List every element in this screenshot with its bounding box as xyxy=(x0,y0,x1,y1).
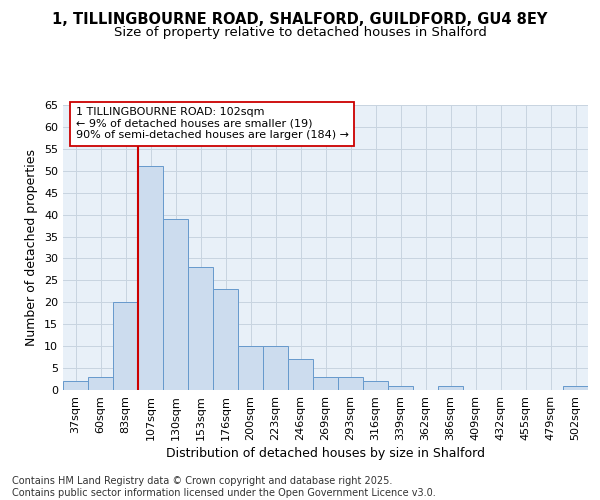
Bar xyxy=(263,346,288,390)
Y-axis label: Number of detached properties: Number of detached properties xyxy=(25,149,38,346)
Text: Contains HM Land Registry data © Crown copyright and database right 2025.
Contai: Contains HM Land Registry data © Crown c… xyxy=(12,476,436,498)
Text: Size of property relative to detached houses in Shalford: Size of property relative to detached ho… xyxy=(113,26,487,39)
Bar xyxy=(88,377,113,390)
Bar xyxy=(388,386,413,390)
Bar xyxy=(338,377,363,390)
Bar xyxy=(363,381,388,390)
Bar xyxy=(563,386,588,390)
Bar xyxy=(138,166,163,390)
Bar xyxy=(213,289,238,390)
Bar xyxy=(63,381,88,390)
Bar xyxy=(163,219,188,390)
Bar xyxy=(438,386,463,390)
Text: 1 TILLINGBOURNE ROAD: 102sqm
← 9% of detached houses are smaller (19)
90% of sem: 1 TILLINGBOURNE ROAD: 102sqm ← 9% of det… xyxy=(76,107,349,140)
Bar xyxy=(288,360,313,390)
Bar xyxy=(238,346,263,390)
Text: 1, TILLINGBOURNE ROAD, SHALFORD, GUILDFORD, GU4 8EY: 1, TILLINGBOURNE ROAD, SHALFORD, GUILDFO… xyxy=(52,12,548,28)
Bar xyxy=(188,267,213,390)
Bar xyxy=(113,302,138,390)
X-axis label: Distribution of detached houses by size in Shalford: Distribution of detached houses by size … xyxy=(166,447,485,460)
Bar xyxy=(313,377,338,390)
